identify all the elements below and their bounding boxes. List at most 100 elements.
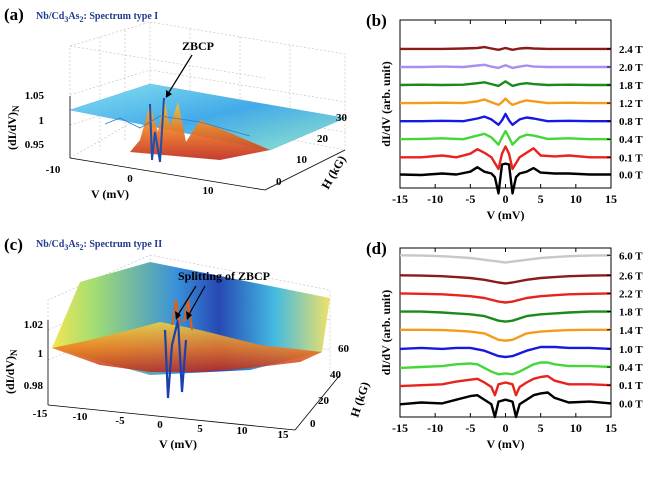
panel-d-series-line (400, 310, 611, 323)
panel-d-label: (d) (366, 239, 387, 258)
panel-c-label: (c) (4, 235, 23, 254)
panel-c: (c) Nb/Cd3As2: Spectrum type II Splittin… (3, 235, 372, 451)
panel-d-series-line (400, 328, 611, 342)
panel-b: -15 -10 -5 0 5 10 15 V (mV) dI/dV (arb. unit) (b)… (366, 11, 643, 222)
panel-c-vtick: -5 (115, 415, 125, 427)
panel-a-title: Nb/Cd3As2: Spectrum type I (36, 11, 158, 24)
panel-d-series-line (399, 254, 612, 264)
panel-c-htick: 0 (310, 418, 316, 430)
panel-a-ylabel: (dI/dV)N (5, 105, 21, 150)
panel-c-htick: 60 (338, 343, 350, 355)
panel-b-xtick-label: -10 (427, 192, 443, 206)
panel-a-arrowhead (166, 90, 172, 98)
panel-c-annotation-arrow (175, 285, 197, 319)
panel-d-series-line (399, 292, 612, 304)
panel-d-ylabel: dI/dV (arb. unit) (379, 290, 393, 375)
panel-d: -15 -10 -5 0 5 10 15 V (mV) dI/dV (arb. unit) (d)… (366, 239, 643, 451)
panel-b-series-line (400, 145, 611, 171)
panel-b-series-label: 1.2 T (619, 98, 643, 110)
panel-d-series-label: 2.6 T (619, 270, 643, 282)
panel-a-label: (a) (4, 5, 24, 24)
panel-c-surface (52, 262, 330, 399)
panel-c-ztick: 1.02 (24, 319, 44, 331)
panel-d-xtick-label: -15 (392, 421, 408, 435)
panel-b-xtick-label: 10 (570, 192, 582, 206)
panel-c-annotation-arrow (186, 285, 206, 319)
panel-c-xlabel: V (mV) (159, 437, 197, 451)
panel-d-series-label: 0.1 T (619, 380, 643, 392)
panel-c-annotation: Splitting of ZBCP (178, 269, 270, 283)
panel-b-series-line (399, 129, 611, 146)
panel-a-htick: 30 (336, 112, 348, 124)
panel-b-series-line (399, 162, 611, 195)
panel-c-axes (47, 320, 341, 431)
panel-c-htick: 40 (330, 369, 342, 381)
panel-d-series-label: 2.2 T (619, 288, 643, 300)
panel-d-series-label: 0.0 T (619, 398, 643, 410)
panel-d-series-label: 0.4 T (619, 362, 643, 374)
panel-b-series-label: 2.4 T (619, 44, 643, 56)
panel-c-arrowhead (186, 311, 192, 320)
panel-d-series-line (399, 391, 612, 419)
panel-d-series-label: 1.8 T (619, 307, 643, 319)
panel-c-vtick: -10 (73, 411, 88, 423)
panel-b-ylabel: dI/dV (arb. unit) (379, 61, 393, 146)
panel-b-series-label: 0.4 T (619, 134, 643, 146)
panel-c-ztick: 1 (38, 348, 44, 360)
panel-a-ztick: 0.95 (25, 139, 45, 151)
panel-c-ztick: 0.98 (24, 380, 44, 392)
panel-b-series-label: 0.8 T (619, 116, 643, 128)
panel-d-xtick-label: 10 (570, 421, 582, 435)
panel-b-series-line (400, 63, 611, 70)
panel-b-series-line (400, 112, 611, 127)
panel-c-zlabel: H (kG) (348, 380, 373, 419)
panel-a-ztick: 1 (39, 115, 45, 127)
panel-b-series-label: 1.8 T (619, 80, 643, 92)
panel-a-htick: 0 (276, 176, 282, 188)
panel-a-vtick: 0 (127, 173, 133, 185)
panel-d-xtick-label: -5 (465, 421, 475, 435)
panel-c-vtick: -15 (33, 408, 48, 420)
panel-d-xtick-label: 0 (503, 421, 509, 435)
panel-a-htick: 20 (317, 133, 329, 145)
panel-c-arrowhead (175, 311, 181, 320)
panel-b-series-line (400, 45, 611, 51)
panel-a: (a) Nb/Cd3As2: Spectrum type I ZBCP -10 … (4, 5, 349, 201)
panel-b-xtick-label: -5 (465, 192, 475, 206)
panel-b-series-label: 2.0 T (619, 62, 643, 74)
panel-d-xlabel: V (mV) (486, 437, 524, 451)
panel-d-xtick-label: -10 (427, 421, 443, 435)
panel-a-zlabel: H (kG) (318, 153, 348, 191)
panel-c-vtick: 5 (197, 423, 203, 435)
panel-a-axes (69, 96, 346, 191)
panel-a-htick: 10 (296, 154, 308, 166)
panel-b-label: (b) (366, 11, 387, 30)
panel-b-series-label: 0.1 T (619, 152, 643, 164)
panel-a-vtick: 10 (203, 185, 215, 197)
panel-d-series-line (399, 274, 612, 285)
panel-a-annotation: ZBCP (182, 39, 214, 53)
panel-a-xlabel: V (mV) (91, 187, 129, 201)
panel-d-xtick-label: 5 (538, 421, 544, 435)
panel-b-series-line (400, 97, 611, 107)
panel-d-series-label: 6.0 T (619, 250, 643, 262)
panel-d-series-line (399, 361, 612, 376)
panel-d-xtick-label: 15 (605, 421, 617, 435)
panel-c-vtick: 10 (237, 425, 249, 437)
panel-c-vtick: 15 (278, 429, 290, 441)
panel-b-xlabel: V (mV) (486, 208, 524, 222)
panel-b-xtick-label: 5 (538, 192, 544, 206)
panel-d-series-line (399, 374, 612, 397)
panel-b-xtick-label: 0 (503, 192, 509, 206)
panel-c-title: Nb/Cd3As2: Spectrum type II (36, 239, 162, 252)
panel-d-frame (399, 247, 612, 418)
panel-c-vtick: 0 (157, 419, 163, 431)
panel-d-series-line (399, 345, 612, 359)
panel-a-vtick: -10 (46, 164, 61, 176)
panel-d-series-label: 1.4 T (619, 325, 643, 337)
panel-a-ztick: 1.05 (25, 90, 45, 102)
panel-d-series-label: 1.0 T (619, 344, 643, 356)
panel-a-surface (69, 83, 346, 163)
panel-c-htick: 20 (318, 395, 330, 407)
